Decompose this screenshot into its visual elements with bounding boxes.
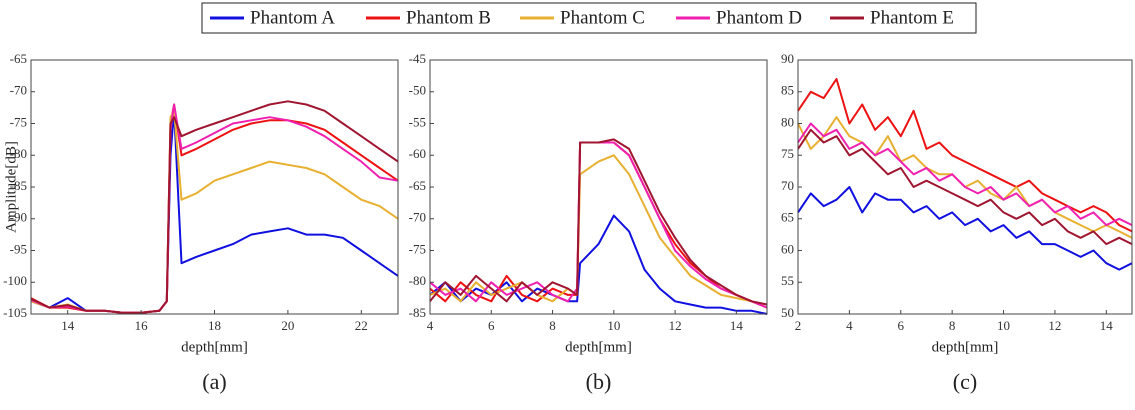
y-tick-label: 80 <box>781 114 794 129</box>
x-tick-label: 8 <box>949 318 956 333</box>
x-tick-label: 4 <box>846 318 853 333</box>
x-tick-label: 6 <box>898 318 905 333</box>
y-tick-label: 55 <box>781 273 794 288</box>
y-tick-label: 65 <box>781 210 794 225</box>
x-tick-label: 22 <box>355 318 368 333</box>
y-tick-label: -105 <box>3 305 27 320</box>
x-tick-label: 14 <box>730 318 744 333</box>
legend: Phantom A Phantom B Phantom C Phantom D Phan… <box>210 7 954 28</box>
y-tick-label: -70 <box>409 210 426 225</box>
data-line <box>429 138 768 306</box>
y-tick-label: 50 <box>781 305 794 320</box>
y-tick-label: -45 <box>409 51 426 66</box>
data-line <box>797 128 1133 246</box>
panel-caption: (b) <box>586 369 612 394</box>
plot-area <box>430 60 767 314</box>
y-tick-label: 85 <box>781 83 794 98</box>
y-tick-label: 75 <box>781 146 794 161</box>
data-line <box>797 122 1133 227</box>
x-tick-label: 18 <box>208 318 221 333</box>
legend-label: Phantom C <box>560 7 645 28</box>
y-tick-label: -50 <box>409 83 426 98</box>
x-tick-label: 14 <box>61 318 75 333</box>
y-tick-label: -65 <box>409 178 426 193</box>
y-axis-label: Amplitude[dB] <box>3 141 19 233</box>
y-tick-label: -60 <box>409 146 426 161</box>
panel-caption: (a) <box>202 369 226 394</box>
y-tick-label: -85 <box>10 178 27 193</box>
x-tick-label: 16 <box>135 318 149 333</box>
x-tick-label: 12 <box>1048 318 1061 333</box>
y-tick-label: -75 <box>10 114 27 129</box>
y-tick-label: -70 <box>10 83 27 98</box>
legend-label: Phantom E <box>870 7 954 28</box>
y-tick-label: -90 <box>10 210 27 225</box>
y-tick-label: -80 <box>10 146 27 161</box>
x-tick-label: 12 <box>669 318 682 333</box>
y-tick-label: 60 <box>781 241 794 256</box>
y-tick-label: -85 <box>409 305 426 320</box>
x-axis-label: depth[mm] <box>932 339 999 355</box>
x-tick-label: 2 <box>795 318 802 333</box>
x-axis-label: depth[mm] <box>181 339 248 355</box>
x-tick-label: 10 <box>997 318 1010 333</box>
data-line <box>797 186 1133 271</box>
x-tick-label: 4 <box>427 318 434 333</box>
x-tick-label: 10 <box>607 318 620 333</box>
y-tick-label: -75 <box>409 241 426 256</box>
x-tick-label: 8 <box>549 318 556 333</box>
data-line <box>797 78 1133 233</box>
x-axis-label: depth[mm] <box>565 339 632 355</box>
y-tick-label: -65 <box>10 51 27 66</box>
y-tick-label: -80 <box>409 273 426 288</box>
data-line <box>30 100 399 314</box>
legend-label: Phantom B <box>406 7 491 28</box>
y-tick-label: -55 <box>409 114 426 129</box>
plot-area <box>31 60 398 314</box>
legend-label: Phantom A <box>250 7 335 28</box>
data-line <box>429 154 768 309</box>
x-tick-label: 6 <box>488 318 495 333</box>
panel-caption: (c) <box>953 369 977 394</box>
y-tick-label: 90 <box>781 51 794 66</box>
x-tick-label: 14 <box>1100 318 1114 333</box>
y-tick-label: 70 <box>781 178 794 193</box>
legend-label: Phantom D <box>716 7 802 28</box>
y-tick-label: -100 <box>3 273 27 288</box>
y-tick-label: -95 <box>10 241 27 256</box>
x-tick-label: 20 <box>281 318 294 333</box>
